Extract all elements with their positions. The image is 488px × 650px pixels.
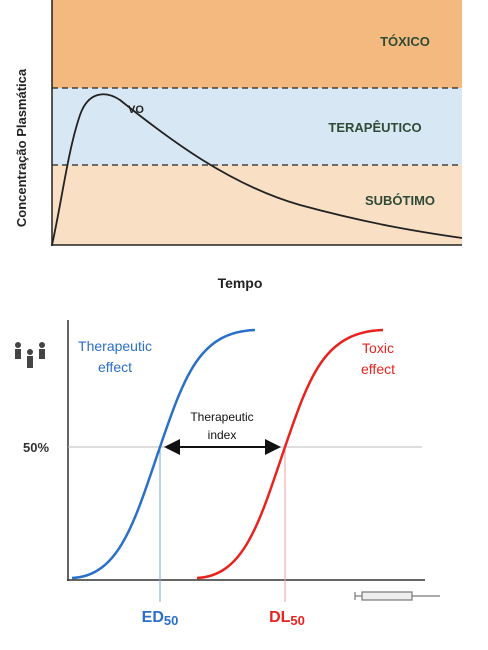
curve-label: VO bbox=[128, 104, 144, 116]
x-axis-label: Tempo bbox=[218, 275, 263, 291]
syringe-icon bbox=[354, 591, 440, 601]
y-axis-label: Concentração Plasmática bbox=[14, 68, 29, 227]
therapeutic-effect-label: Therapeutic bbox=[78, 338, 152, 354]
dl50-main: DL bbox=[269, 609, 291, 626]
index-label: Therapeutic bbox=[190, 410, 253, 424]
subtherapeutic-zone bbox=[52, 165, 462, 245]
half-label: 50% bbox=[23, 440, 49, 455]
toxic-zone bbox=[52, 0, 462, 88]
therapeutic-curve bbox=[71, 328, 256, 580]
people-icon bbox=[15, 342, 45, 368]
zone-label: TERAPÊUTICO bbox=[328, 120, 421, 135]
toxic-effect-label: effect bbox=[361, 361, 395, 377]
toxic-effect-label: Toxic bbox=[362, 340, 394, 356]
toxic-curve bbox=[196, 328, 384, 580]
index-label: index bbox=[208, 428, 237, 442]
concentration-curve bbox=[51, 93, 463, 246]
dl50-label: DL50 bbox=[269, 609, 305, 628]
zone-label: SUBÓTIMO bbox=[365, 193, 435, 208]
zone-label: TÓXICO bbox=[380, 34, 430, 49]
ed50-label: ED50 bbox=[142, 609, 179, 628]
therapeutic-effect-label: effect bbox=[98, 359, 132, 375]
ed50-sub: 50 bbox=[164, 613, 178, 628]
ed50-main: ED bbox=[142, 609, 164, 626]
dl50-sub: 50 bbox=[290, 613, 304, 628]
